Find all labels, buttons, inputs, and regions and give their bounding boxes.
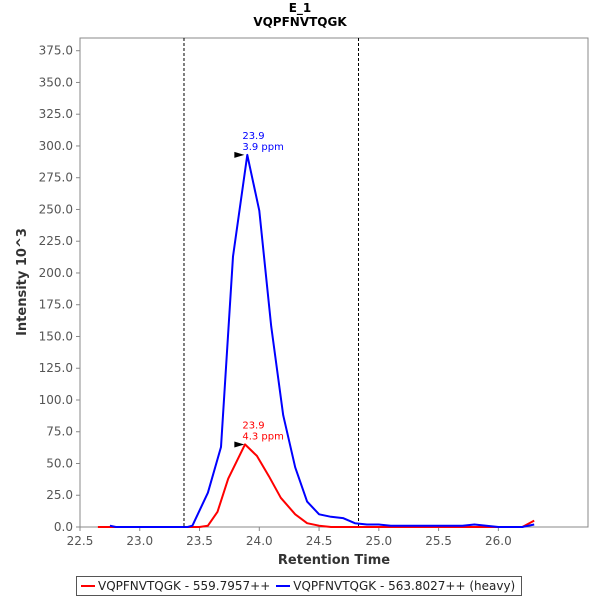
y-tick-label: 50.0 <box>46 456 73 470</box>
y-tick-label: 0.0 <box>54 520 73 534</box>
y-tick-label: 300.0 <box>39 139 73 153</box>
series-line-1 <box>109 153 535 528</box>
y-axis: 0.0 25.0 50.0 75.0 100.0 125.0 150.0 175.0 200.0… <box>39 44 80 534</box>
y-axis-label: Intensity 10^3 <box>15 228 30 336</box>
x-tick-label: 23.5 <box>186 534 213 548</box>
x-tick-label: 24.5 <box>306 534 333 548</box>
x-axis: 22.5 23.0 23.5 24.0 24.5 25.0 25.5 26.0 <box>67 527 512 548</box>
x-tick-label: 22.5 <box>67 534 94 548</box>
legend-label-heavy: VQPFNVTQGK - 563.8027++ (heavy) <box>293 579 516 593</box>
series-group <box>97 153 535 528</box>
peak-ppm-label-0: 4.3 ppm <box>242 431 284 442</box>
legend-item-heavy: VQPFNVTQGK - 563.8027++ (heavy) <box>276 579 515 593</box>
y-tick-label: 350.0 <box>39 75 73 89</box>
x-tick-label: 25.5 <box>425 534 452 548</box>
legend-swatch-blue <box>276 585 291 587</box>
y-tick-label: 225.0 <box>39 234 73 248</box>
peak-rt-label-0: 23.9 <box>242 420 264 431</box>
plot-area <box>79 37 589 528</box>
y-tick-label: 75.0 <box>46 425 73 439</box>
x-tick-label: 26.0 <box>485 534 512 548</box>
integration-boundaries <box>183 38 360 527</box>
y-tick-label: 175.0 <box>39 298 73 312</box>
x-tick-label: 24.0 <box>246 534 273 548</box>
peak-ppm-label-1: 3.9 ppm <box>242 142 284 153</box>
y-tick-label: 250.0 <box>39 202 73 216</box>
peak-marker-1 <box>234 151 245 158</box>
peak-marker-0 <box>234 441 245 448</box>
x-axis-label: Retention Time <box>278 553 390 568</box>
y-tick-label: 375.0 <box>39 44 73 58</box>
chart-subtitle: VQPFNVTQGK <box>253 15 347 29</box>
legend-swatch-red <box>81 585 95 587</box>
x-tick-label: 23.0 <box>126 534 153 548</box>
y-tick-label: 325.0 <box>39 107 73 121</box>
peak-rt-label-1: 23.9 <box>242 131 264 142</box>
y-tick-label: 125.0 <box>39 361 73 375</box>
y-tick-label: 100.0 <box>39 393 73 407</box>
y-tick-label: 25.0 <box>46 488 73 502</box>
chart-legend: VQPFNVTQGK - 559.7957++ VQPFNVTQGK - 563… <box>76 576 523 596</box>
legend-label-light: VQPFNVTQGK - 559.7957++ <box>98 579 271 593</box>
x-tick-label: 25.0 <box>365 534 392 548</box>
y-tick-label: 200.0 <box>39 266 73 280</box>
legend-item-light: VQPFNVTQGK - 559.7957++ <box>81 579 270 593</box>
y-tick-label: 150.0 <box>39 329 73 343</box>
y-tick-label: 275.0 <box>39 171 73 185</box>
chart-title: E_1 <box>289 1 312 16</box>
